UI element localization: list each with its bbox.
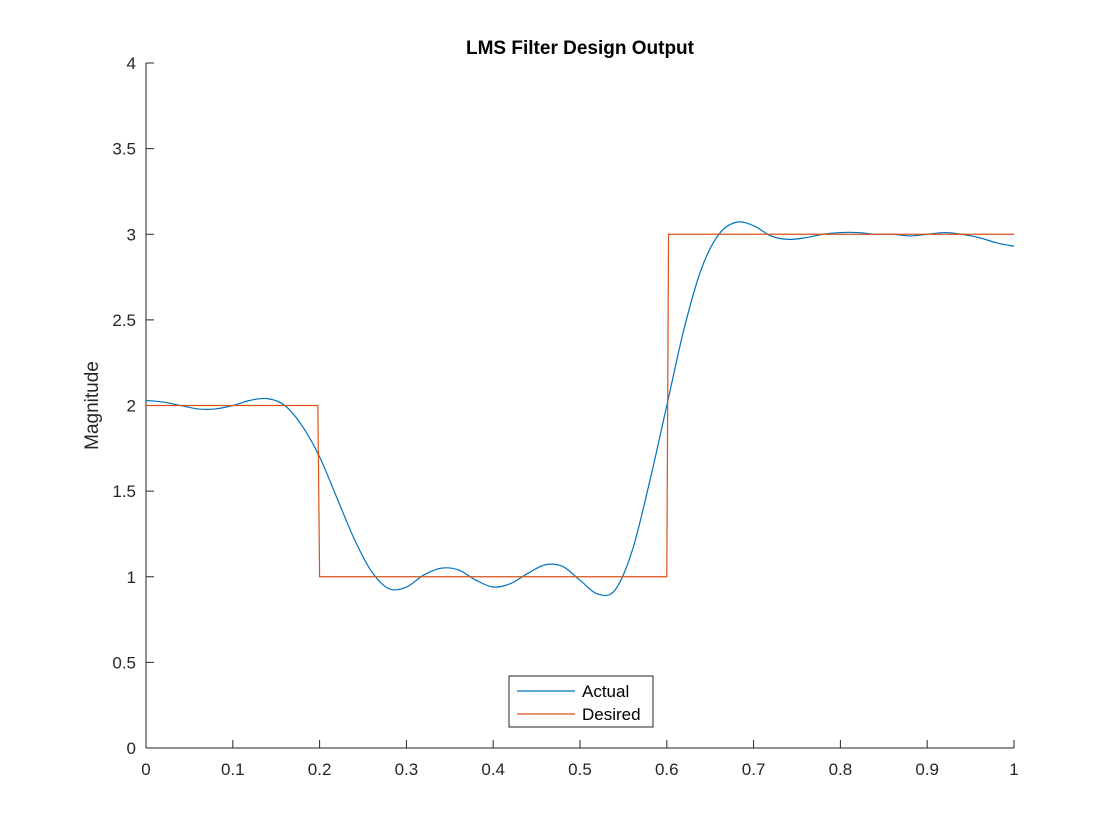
x-tick-label: 0.7 (742, 760, 766, 779)
x-tick-label: 0.6 (655, 760, 679, 779)
y-axis-label: Magnitude (82, 361, 103, 450)
y-tick-label: 1 (127, 568, 136, 587)
y-tick-label: 3 (127, 225, 136, 244)
y-tick-label: 0.5 (112, 653, 136, 672)
y-tick-label: 1.5 (112, 482, 136, 501)
x-tick-label: 0 (141, 760, 150, 779)
y-tick-label: 4 (127, 54, 136, 73)
x-tick-label: 0.5 (568, 760, 592, 779)
x-tick-label: 0.1 (221, 760, 245, 779)
x-tick-label: 0.2 (308, 760, 332, 779)
chart-title: LMS Filter Design Output (466, 38, 695, 59)
y-tick-label: 2 (127, 397, 136, 416)
y-tick-label: 0 (127, 739, 136, 758)
series-line-desired (146, 233, 1014, 578)
x-tick-label: 0.4 (481, 760, 505, 779)
series-layer (145, 221, 1015, 597)
x-tick-label: 1 (1009, 760, 1018, 779)
x-tick-label: 0.9 (915, 760, 939, 779)
x-axis: 0 0.1 0.2 0.3 0.4 0.5 0.6 0.7 0.8 0.9 1 (141, 740, 1019, 779)
y-tick-label: 3.5 (112, 140, 136, 159)
x-tick-label: 0.3 (395, 760, 419, 779)
series-line-actual (145, 221, 1015, 597)
x-tick-label: 0.8 (829, 760, 853, 779)
legend-box (508, 675, 654, 728)
y-tick-label: 2.5 (112, 311, 136, 330)
legend-label-actual: Actual (582, 682, 629, 701)
legend-label-desired: Desired (582, 705, 641, 724)
legend[interactable]: Actual Desired (508, 675, 654, 728)
